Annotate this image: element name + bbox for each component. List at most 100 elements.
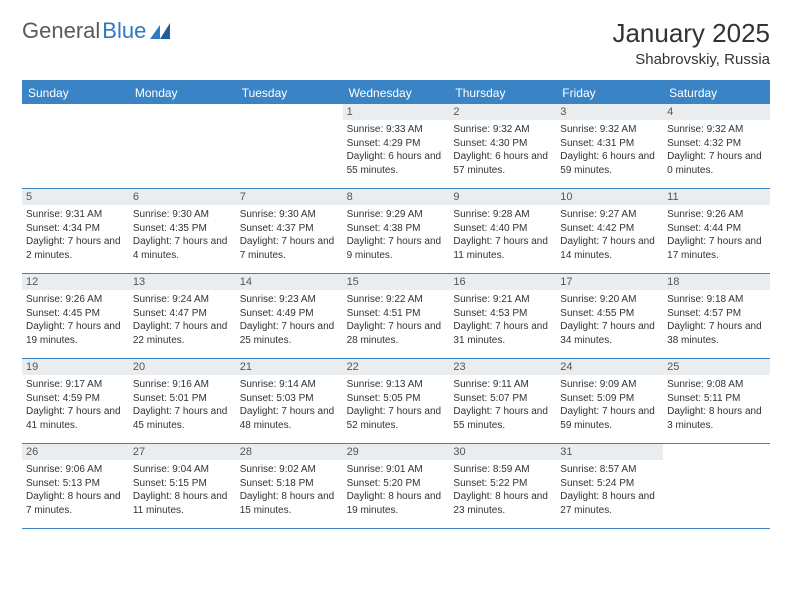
cell-sunrise: Sunrise: 9:32 AM xyxy=(453,123,552,137)
date-number: 25 xyxy=(663,359,770,375)
date-number: 19 xyxy=(22,359,129,375)
cell-daylight: Daylight: 6 hours and 59 minutes. xyxy=(560,150,659,177)
date-number: 26 xyxy=(22,444,129,460)
cell-sunset: Sunset: 5:20 PM xyxy=(347,477,446,491)
calendar-cell: 11Sunrise: 9:26 AMSunset: 4:44 PMDayligh… xyxy=(663,189,770,273)
cell-sunrise: Sunrise: 9:30 AM xyxy=(133,208,232,222)
cell-sunrise: Sunrise: 9:01 AM xyxy=(347,463,446,477)
cell-info: Sunrise: 9:08 AMSunset: 5:11 PMDaylight:… xyxy=(667,378,766,432)
cell-sunrise: Sunrise: 9:11 AM xyxy=(453,378,552,392)
cell-sunset: Sunset: 4:34 PM xyxy=(26,222,125,236)
day-header: Monday xyxy=(129,82,236,104)
calendar-cell: 30Sunrise: 8:59 AMSunset: 5:22 PMDayligh… xyxy=(449,444,556,528)
cell-sunrise: Sunrise: 9:08 AM xyxy=(667,378,766,392)
calendar-cell: 24Sunrise: 9:09 AMSunset: 5:09 PMDayligh… xyxy=(556,359,663,443)
cell-sunset: Sunset: 4:35 PM xyxy=(133,222,232,236)
cell-info: Sunrise: 9:26 AMSunset: 4:45 PMDaylight:… xyxy=(26,293,125,347)
calendar-week: 19Sunrise: 9:17 AMSunset: 4:59 PMDayligh… xyxy=(22,359,770,444)
cell-sunrise: Sunrise: 9:26 AM xyxy=(26,293,125,307)
cell-info: Sunrise: 9:01 AMSunset: 5:20 PMDaylight:… xyxy=(347,463,446,517)
page-header: GeneralBlue January 2025 Shabrovskiy, Ru… xyxy=(22,18,770,68)
cell-sunset: Sunset: 5:13 PM xyxy=(26,477,125,491)
calendar-cell: 20Sunrise: 9:16 AMSunset: 5:01 PMDayligh… xyxy=(129,359,236,443)
date-number: 14 xyxy=(236,274,343,290)
cell-info: Sunrise: 9:30 AMSunset: 4:37 PMDaylight:… xyxy=(240,208,339,262)
date-number: 18 xyxy=(663,274,770,290)
cell-info: Sunrise: 9:23 AMSunset: 4:49 PMDaylight:… xyxy=(240,293,339,347)
cell-daylight: Daylight: 7 hours and 48 minutes. xyxy=(240,405,339,432)
cell-daylight: Daylight: 8 hours and 11 minutes. xyxy=(133,490,232,517)
calendar-week: 26 Sunrise: 9:06 AMSunset: 5:13 PMDayligh… xyxy=(22,444,770,529)
cell-sunset: Sunset: 4:57 PM xyxy=(667,307,766,321)
cell-sunrise: Sunrise: 9:28 AM xyxy=(453,208,552,222)
calendar-cell: 29Sunrise: 9:01 AMSunset: 5:20 PMDayligh… xyxy=(343,444,450,528)
cell-sunset: Sunset: 4:30 PM xyxy=(453,137,552,151)
date-number: 21 xyxy=(236,359,343,375)
cell-sunset: Sunset: 4:29 PM xyxy=(347,137,446,151)
cell-info: Sunrise: 9:02 AMSunset: 5:18 PMDaylight:… xyxy=(240,463,339,517)
date-number: 22 xyxy=(343,359,450,375)
date-number: 8 xyxy=(343,189,450,205)
cell-info: Sunrise: 9:28 AMSunset: 4:40 PMDaylight:… xyxy=(453,208,552,262)
cell-info: Sunrise: 9:32 AMSunset: 4:31 PMDaylight:… xyxy=(560,123,659,177)
cell-sunrise: Sunrise: 9:02 AM xyxy=(240,463,339,477)
calendar-cell xyxy=(236,104,343,188)
cell-info: Sunrise: 9:22 AMSunset: 4:51 PMDaylight:… xyxy=(347,293,446,347)
cell-info: Sunrise: 9:18 AMSunset: 4:57 PMDaylight:… xyxy=(667,293,766,347)
cell-info: Sunrise: 9:11 AMSunset: 5:07 PMDaylight:… xyxy=(453,378,552,432)
cell-info: Sunrise: 8:57 AMSunset: 5:24 PMDaylight:… xyxy=(560,463,659,517)
cell-sunrise: Sunrise: 9:16 AM xyxy=(133,378,232,392)
calendar-cell: 15Sunrise: 9:22 AMSunset: 4:51 PMDayligh… xyxy=(343,274,450,358)
calendar-cell: 18 Sunrise: 9:18 AMSunset: 4:57 PMDayligh… xyxy=(663,274,770,358)
date-number: 6 xyxy=(129,189,236,205)
cell-sunrise: Sunrise: 9:20 AM xyxy=(560,293,659,307)
cell-sunset: Sunset: 5:03 PM xyxy=(240,392,339,406)
date-number: 17 xyxy=(556,274,663,290)
cell-daylight: Daylight: 7 hours and 7 minutes. xyxy=(240,235,339,262)
date-number: 23 xyxy=(449,359,556,375)
date-number xyxy=(663,444,770,460)
cell-sunrise: Sunrise: 9:31 AM xyxy=(26,208,125,222)
cell-daylight: Daylight: 7 hours and 45 minutes. xyxy=(133,405,232,432)
cell-sunrise: Sunrise: 9:13 AM xyxy=(347,378,446,392)
cell-sunrise: Sunrise: 9:09 AM xyxy=(560,378,659,392)
date-number: 12 xyxy=(22,274,129,290)
date-number: 24 xyxy=(556,359,663,375)
cell-sunrise: Sunrise: 9:27 AM xyxy=(560,208,659,222)
cell-info: Sunrise: 9:04 AMSunset: 5:15 PMDaylight:… xyxy=(133,463,232,517)
cell-daylight: Daylight: 7 hours and 2 minutes. xyxy=(26,235,125,262)
cell-info: Sunrise: 9:21 AMSunset: 4:53 PMDaylight:… xyxy=(453,293,552,347)
cell-info: Sunrise: 9:29 AMSunset: 4:38 PMDaylight:… xyxy=(347,208,446,262)
cell-info: Sunrise: 9:06 AMSunset: 5:13 PMDaylight:… xyxy=(26,463,125,517)
date-number: 31 xyxy=(556,444,663,460)
calendar-week: 1Sunrise: 9:33 AMSunset: 4:29 PMDaylight… xyxy=(22,104,770,189)
logo-icon xyxy=(150,23,172,39)
cell-daylight: Daylight: 8 hours and 15 minutes. xyxy=(240,490,339,517)
date-number: 3 xyxy=(556,104,663,120)
date-number: 30 xyxy=(449,444,556,460)
cell-sunset: Sunset: 5:18 PM xyxy=(240,477,339,491)
cell-sunset: Sunset: 4:55 PM xyxy=(560,307,659,321)
cell-sunrise: Sunrise: 9:29 AM xyxy=(347,208,446,222)
cell-daylight: Daylight: 7 hours and 55 minutes. xyxy=(453,405,552,432)
calendar-cell xyxy=(663,444,770,528)
cell-sunset: Sunset: 4:59 PM xyxy=(26,392,125,406)
cell-daylight: Daylight: 7 hours and 14 minutes. xyxy=(560,235,659,262)
calendar-cell: 2Sunrise: 9:32 AMSunset: 4:30 PMDaylight… xyxy=(449,104,556,188)
title-block: January 2025 Shabrovskiy, Russia xyxy=(612,18,770,68)
cell-sunrise: Sunrise: 9:32 AM xyxy=(667,123,766,137)
cell-daylight: Daylight: 7 hours and 59 minutes. xyxy=(560,405,659,432)
cell-daylight: Daylight: 7 hours and 28 minutes. xyxy=(347,320,446,347)
date-number: 27 xyxy=(129,444,236,460)
cell-info: Sunrise: 9:32 AMSunset: 4:30 PMDaylight:… xyxy=(453,123,552,177)
day-header: Wednesday xyxy=(343,82,450,104)
cell-sunrise: Sunrise: 9:32 AM xyxy=(560,123,659,137)
calendar-cell xyxy=(22,104,129,188)
cell-sunrise: Sunrise: 9:21 AM xyxy=(453,293,552,307)
calendar-cell: 1Sunrise: 9:33 AMSunset: 4:29 PMDaylight… xyxy=(343,104,450,188)
cell-sunset: Sunset: 4:32 PM xyxy=(667,137,766,151)
cell-daylight: Daylight: 7 hours and 19 minutes. xyxy=(26,320,125,347)
calendar-cell: 9Sunrise: 9:28 AMSunset: 4:40 PMDaylight… xyxy=(449,189,556,273)
cell-info: Sunrise: 9:24 AMSunset: 4:47 PMDaylight:… xyxy=(133,293,232,347)
logo-text-1: General xyxy=(22,18,100,44)
